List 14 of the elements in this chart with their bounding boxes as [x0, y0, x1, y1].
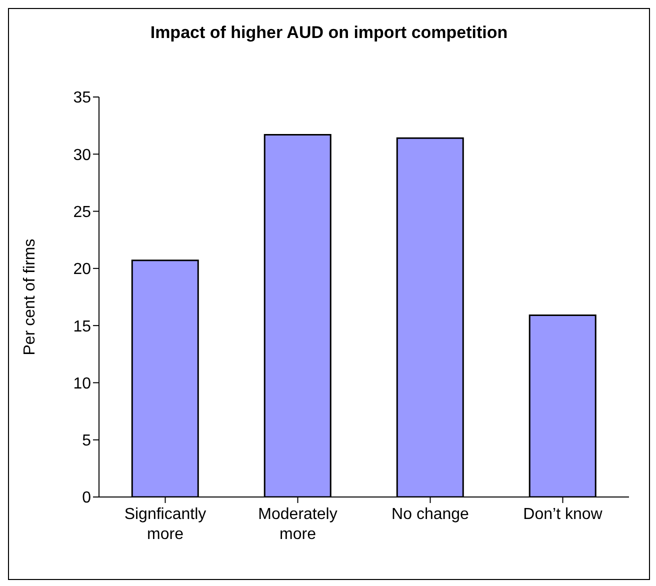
y-tick-label: 0: [82, 490, 92, 507]
x-tick-label: Don’t know: [523, 506, 603, 523]
y-tick-label: 20: [73, 261, 92, 278]
y-tick-label: 10: [73, 375, 92, 392]
y-tick-label: 30: [73, 146, 92, 164]
y-axis-title: Per cent of firms: [22, 238, 39, 356]
y-tick-label: 25: [73, 204, 92, 221]
y-tick-label: 15: [73, 318, 92, 336]
x-tick-label: Signficantly more: [124, 506, 206, 543]
x-tick-label: Moderately more: [258, 506, 338, 543]
y-tick-label: 35: [73, 90, 92, 107]
y-tick-label: 5: [82, 432, 92, 450]
x-tick-label: No change: [392, 506, 470, 523]
chart-title: Impact of higher AUD on import competition: [149, 23, 509, 43]
